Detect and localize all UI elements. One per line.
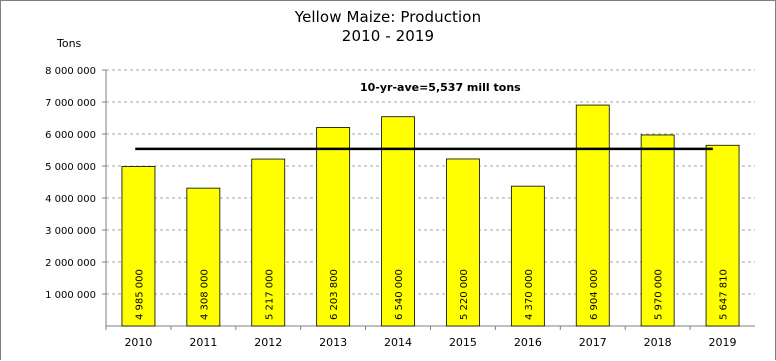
bar [575,104,610,327]
x-tick-label: 2011 [189,336,217,349]
bar [251,158,286,327]
bar-value-label: 5 220 000 [459,269,470,320]
bar [510,185,545,327]
bar-value-label: 4 985 000 [134,269,145,320]
bar-value-label: 5 647 810 [719,269,730,320]
bar-value-label: 6 904 000 [589,269,600,320]
bar [381,116,415,327]
bar [640,134,675,327]
x-tick-label: 2013 [319,336,347,349]
bar [446,158,480,327]
bar-value-label: 4 308 000 [199,269,210,320]
y-tick-label: 6 000 000 [45,130,96,141]
x-tick-label: 2017 [579,336,607,349]
bar-value-label: 5 217 000 [264,269,275,320]
y-tick-label: 4 000 000 [45,194,96,205]
x-tick-label: 2012 [254,336,282,349]
bar [705,144,740,327]
x-tick-label: 2010 [124,336,152,349]
bar-value-label: 4 370 000 [524,269,535,320]
bar [186,187,221,327]
y-tick-label: 3 000 000 [45,226,96,237]
x-tick-label: 2014 [384,336,412,349]
x-tick-label: 2015 [449,336,477,349]
bar [316,127,351,327]
bar-value-label: 6 540 000 [394,269,405,320]
y-tick-label: 5 000 000 [45,162,96,173]
y-tick-label: 2 000 000 [45,258,96,269]
y-tick-label: 8 000 000 [45,66,96,77]
bar [121,166,156,327]
average-annotation: 10-yr-ave=5,537 mill tons [360,81,521,94]
bar-value-label: 6 203 800 [329,269,340,320]
x-tick-label: 2018 [644,336,672,349]
x-tick-label: 2019 [709,336,737,349]
y-axis-label: Tons [57,37,82,50]
x-tick-label: 2016 [514,336,542,349]
y-tick-label: 1 000 000 [45,290,96,301]
y-tick-label: 7 000 000 [45,98,96,109]
chart-title: Yellow Maize: Production [294,8,482,26]
chart-subtitle: 2010 - 2019 [341,27,435,45]
bar-value-label: 5 970 000 [654,269,665,320]
